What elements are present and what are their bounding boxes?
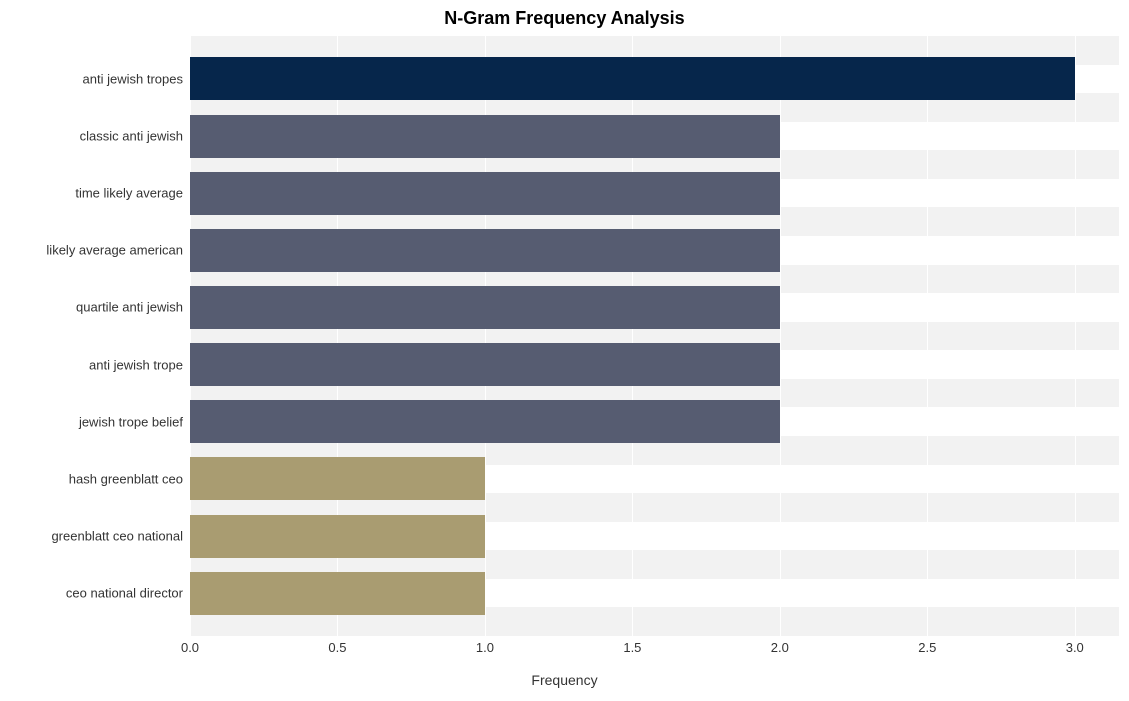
bar xyxy=(190,229,780,272)
bar xyxy=(190,343,780,386)
y-axis-label: quartile anti jewish xyxy=(76,300,183,315)
y-axis-label: greenblatt ceo national xyxy=(51,529,183,544)
bar xyxy=(190,57,1075,100)
y-axis-label: jewish trope belief xyxy=(79,414,183,429)
x-axis-tick: 1.0 xyxy=(476,640,494,655)
y-axis-label: hash greenblatt ceo xyxy=(69,471,183,486)
y-axis-label: classic anti jewish xyxy=(80,129,183,144)
bar xyxy=(190,286,780,329)
gridline-vertical xyxy=(780,36,781,636)
x-axis-tick: 2.5 xyxy=(918,640,936,655)
plot-area xyxy=(190,36,1119,636)
bar xyxy=(190,115,780,158)
gridline-vertical xyxy=(1075,36,1076,636)
bar xyxy=(190,172,780,215)
y-axis-label: likely average american xyxy=(46,243,183,258)
bar xyxy=(190,572,485,615)
gridline-vertical xyxy=(927,36,928,636)
bar xyxy=(190,400,780,443)
x-axis-tick: 0.5 xyxy=(328,640,346,655)
bar xyxy=(190,515,485,558)
x-axis-tick: 3.0 xyxy=(1066,640,1084,655)
x-axis-tick: 0.0 xyxy=(181,640,199,655)
ngram-chart: N-Gram Frequency Analysis Frequency anti… xyxy=(0,0,1129,701)
x-axis-tick: 1.5 xyxy=(623,640,641,655)
bar xyxy=(190,457,485,500)
y-axis-label: ceo national director xyxy=(66,586,183,601)
x-axis-title: Frequency xyxy=(0,672,1129,688)
x-axis-tick: 2.0 xyxy=(771,640,789,655)
chart-title: N-Gram Frequency Analysis xyxy=(0,8,1129,29)
y-axis-label: anti jewish trope xyxy=(89,357,183,372)
y-axis-label: time likely average xyxy=(75,186,183,201)
y-axis-label: anti jewish tropes xyxy=(83,71,183,86)
